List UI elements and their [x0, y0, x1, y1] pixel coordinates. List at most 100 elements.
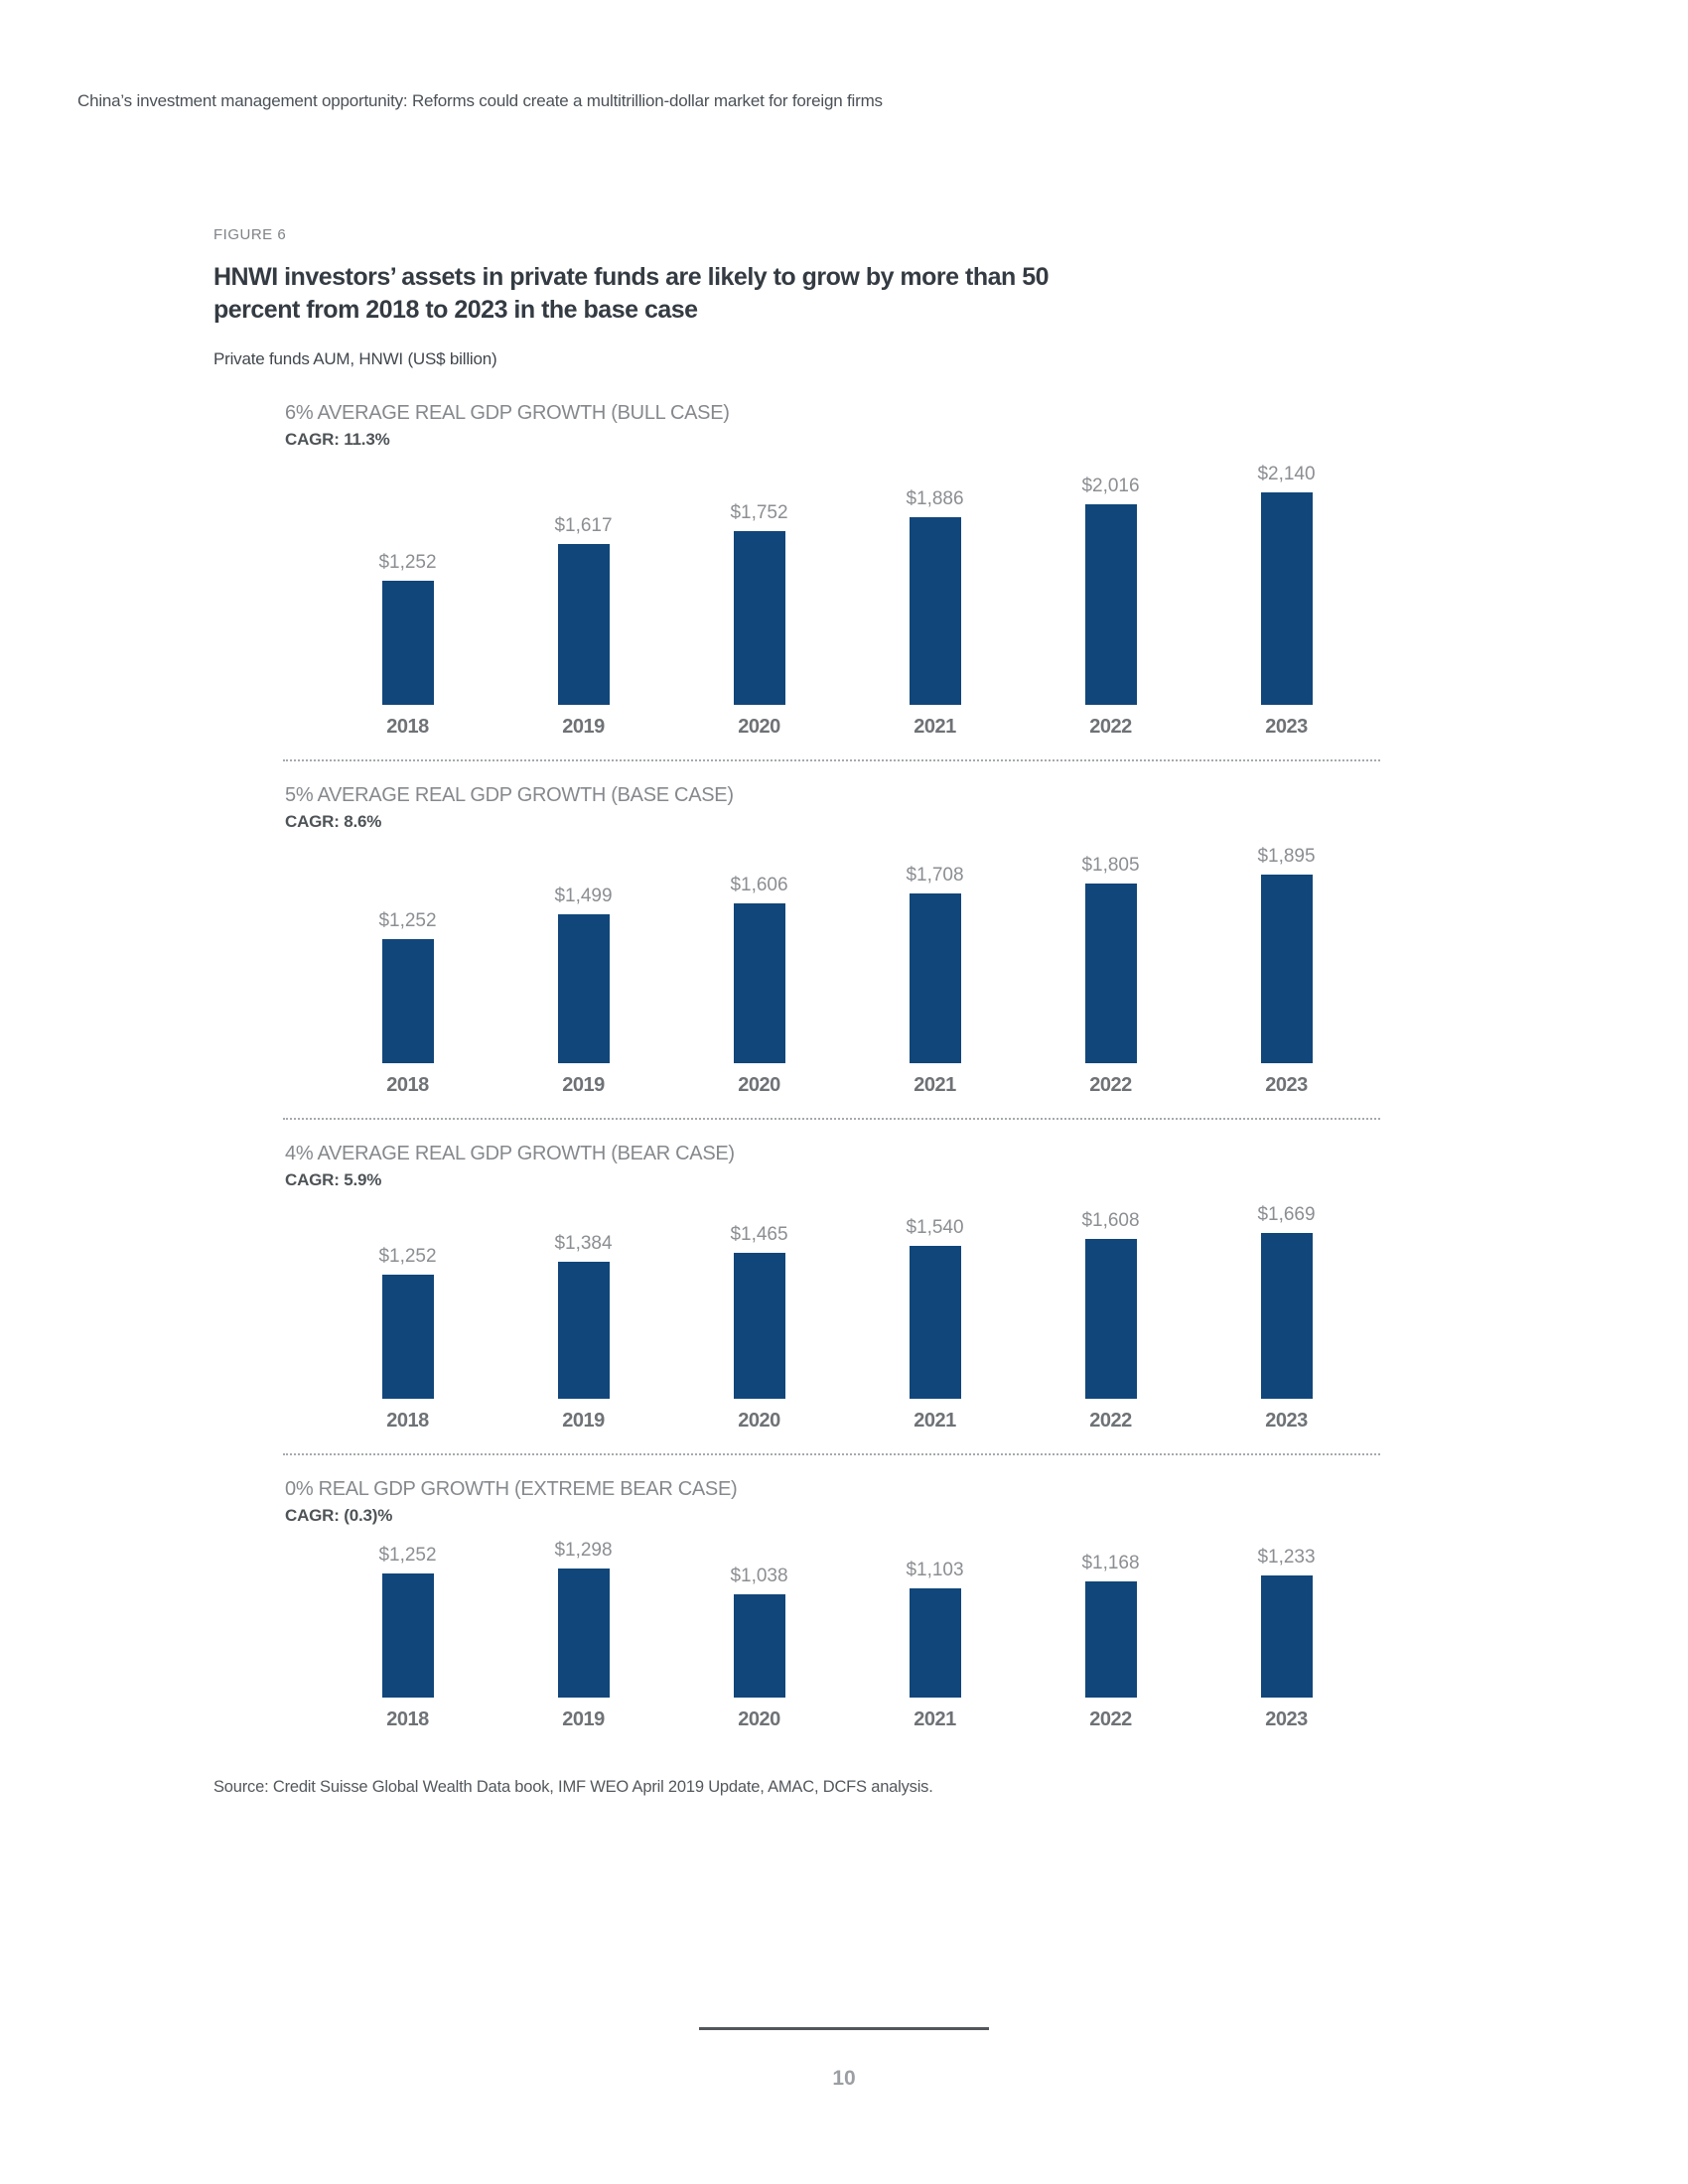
bar	[1260, 1575, 1313, 1698]
footer-divider	[699, 2027, 989, 2030]
panel-title: 5% AVERAGE REAL GDP GROWTH (BASE CASE)	[285, 784, 734, 806]
x-axis-label: 2023	[1265, 716, 1308, 738]
bar	[381, 1573, 434, 1698]
bar-chart: $1,252 2018 $1,617 2019 $1,752 2020 $1,886 2021…	[320, 460, 1425, 740]
bar-value-label: $2,140	[1257, 464, 1316, 484]
bar	[909, 517, 961, 705]
bar-value-label: $1,168	[1081, 1553, 1140, 1573]
chart-panel: 6% AVERAGE REAL GDP GROWTH (BULL CASE) CA…	[213, 401, 1425, 740]
bar-value-label: $1,617	[554, 515, 613, 536]
bar-column: $1,606 2020	[671, 842, 847, 1098]
x-axis-label: 2020	[738, 716, 780, 738]
bar-chart: $1,252 2018 $1,298 2019 $1,038 2020 $1,103 2021…	[320, 1536, 1425, 1732]
bar-value-label: $1,886	[906, 488, 964, 509]
figure-label: FIGURE 6	[213, 226, 287, 243]
bar-column: $1,038 2020	[671, 1536, 847, 1732]
x-axis-label: 2021	[914, 1074, 956, 1096]
x-axis-label: 2022	[1089, 1708, 1132, 1730]
panel-divider	[283, 1118, 1380, 1120]
x-axis-label: 2018	[386, 1410, 429, 1432]
bar-value-label: $1,384	[554, 1233, 613, 1254]
bar	[733, 1253, 785, 1399]
x-axis-label: 2022	[1089, 716, 1132, 738]
bar-value-label: $1,465	[730, 1224, 788, 1245]
bar	[557, 1262, 610, 1399]
x-axis-label: 2019	[562, 1074, 605, 1096]
bar-value-label: $1,669	[1257, 1204, 1316, 1225]
x-axis-label: 2018	[386, 1708, 429, 1730]
x-axis-label: 2019	[562, 1708, 605, 1730]
bar-column: $1,384 2019	[495, 1200, 671, 1433]
panel-divider	[283, 1453, 1380, 1455]
bar-column: $1,103 2021	[847, 1536, 1023, 1732]
bar	[381, 939, 434, 1063]
x-axis-label: 2021	[914, 1708, 956, 1730]
bar-column: $2,140 2023	[1198, 460, 1374, 740]
chart-panel: 5% AVERAGE REAL GDP GROWTH (BASE CASE) CA…	[213, 783, 1425, 1098]
bar-column: $1,252 2018	[320, 460, 495, 740]
figure-title: HNWI investors’ assets in private funds …	[213, 261, 1425, 327]
bar	[1260, 875, 1313, 1063]
bar-value-label: $1,752	[730, 502, 788, 523]
panel-title: 0% REAL GDP GROWTH (EXTREME BEAR CASE)	[285, 1478, 738, 1500]
bar-value-label: $1,708	[906, 865, 964, 886]
x-axis-label: 2022	[1089, 1074, 1132, 1096]
x-axis-label: 2021	[914, 716, 956, 738]
bar	[557, 1569, 610, 1698]
panel-cagr-label: CAGR: (0.3)%	[285, 1506, 393, 1525]
bar-chart: $1,252 2018 $1,499 2019 $1,606 2020 $1,708 2021…	[320, 842, 1425, 1098]
bar-column: $1,617 2019	[495, 460, 671, 740]
bar	[909, 1588, 961, 1698]
bar-value-label: $1,252	[378, 1246, 437, 1267]
bar	[381, 1275, 434, 1399]
bar	[557, 914, 610, 1063]
x-axis-label: 2020	[738, 1708, 780, 1730]
bar	[557, 544, 610, 705]
bar-value-label: $2,016	[1081, 476, 1140, 496]
bar-value-label: $1,252	[378, 1545, 437, 1566]
x-axis-label: 2023	[1265, 1410, 1308, 1432]
panel-cagr-label: CAGR: 5.9%	[285, 1170, 382, 1189]
bar-chart: $1,252 2018 $1,384 2019 $1,465 2020 $1,540 2021…	[320, 1200, 1425, 1433]
x-axis-label: 2019	[562, 716, 605, 738]
bar-column: $1,233 2023	[1198, 1536, 1374, 1732]
bar-value-label: $1,233	[1257, 1547, 1316, 1568]
figure-subtitle: Private funds AUM, HNWI (US$ billion)	[213, 349, 497, 368]
bar	[381, 581, 434, 705]
panel-title: 6% AVERAGE REAL GDP GROWTH (BULL CASE)	[285, 402, 730, 424]
x-axis-label: 2023	[1265, 1708, 1308, 1730]
chart-panel: 0% REAL GDP GROWTH (EXTREME BEAR CASE) CA…	[213, 1477, 1425, 1732]
x-axis-label: 2019	[562, 1410, 605, 1432]
source-note: Source: Credit Suisse Global Wealth Data…	[213, 1778, 933, 1796]
bar-column: $1,708 2021	[847, 842, 1023, 1098]
bar-column: $1,895 2023	[1198, 842, 1374, 1098]
bar-column: $1,499 2019	[495, 842, 671, 1098]
bar-column: $1,465 2020	[671, 1200, 847, 1433]
bar	[733, 531, 785, 705]
chart-panel: 4% AVERAGE REAL GDP GROWTH (BEAR CASE) CA…	[213, 1142, 1425, 1433]
bar-column: $1,752 2020	[671, 460, 847, 740]
bar-value-label: $1,606	[730, 875, 788, 895]
bar-column: $1,298 2019	[495, 1536, 671, 1732]
bar	[909, 1246, 961, 1399]
bar-column: $1,168 2022	[1023, 1536, 1198, 1732]
bar-column: $2,016 2022	[1023, 460, 1198, 740]
bar	[1084, 1239, 1137, 1399]
bar-value-label: $1,608	[1081, 1210, 1140, 1231]
bar-column: $1,608 2022	[1023, 1200, 1198, 1433]
bar-value-label: $1,252	[378, 552, 437, 573]
bar-value-label: $1,038	[730, 1566, 788, 1586]
bar-value-label: $1,103	[906, 1560, 964, 1580]
panel-cagr-label: CAGR: 11.3%	[285, 430, 390, 449]
x-axis-label: 2022	[1089, 1410, 1132, 1432]
figure-title-line-2: percent from 2018 to 2023 in the base ca…	[213, 296, 698, 324]
bar-value-label: $1,895	[1257, 846, 1316, 867]
bar	[1260, 492, 1313, 705]
bar-column: $1,669 2023	[1198, 1200, 1374, 1433]
x-axis-label: 2023	[1265, 1074, 1308, 1096]
x-axis-label: 2020	[738, 1074, 780, 1096]
bar	[1084, 884, 1137, 1063]
bar	[1084, 1581, 1137, 1698]
bar-value-label: $1,252	[378, 910, 437, 931]
bar-column: $1,540 2021	[847, 1200, 1023, 1433]
